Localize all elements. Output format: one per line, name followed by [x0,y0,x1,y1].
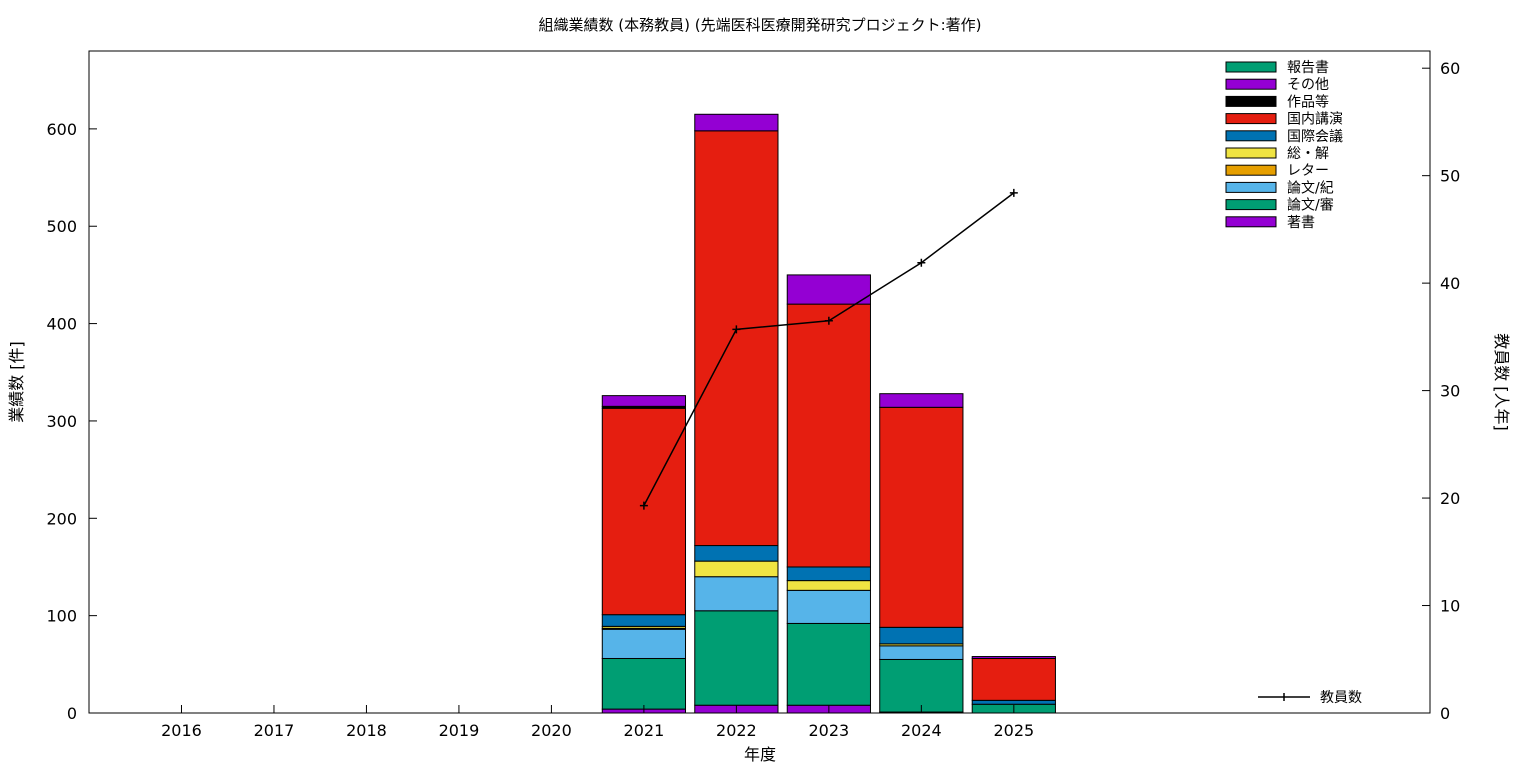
x-tick-label: 2023 [809,721,850,740]
bar-segment [694,130,779,547]
x-tick-label: 2019 [439,721,480,740]
bar-segment [879,393,964,408]
legend-label: 国際会議 [1287,128,1343,145]
y-tick-label: 200 [46,509,77,528]
line-point-marker [917,258,926,267]
legend-swatch [1225,199,1277,211]
legend-swatch [1225,164,1277,176]
line-point-marker [824,316,833,325]
bar-segment [971,699,1056,705]
x-tick-label: 2017 [254,721,295,740]
bar-segment [601,407,687,616]
bar-segment [879,645,964,660]
legend-label: 国内講演 [1287,112,1343,128]
legend-label: 報告書 [1287,60,1329,76]
legend-label: 著書 [1287,215,1315,231]
legend-line-label: 教員数 [1320,690,1362,706]
x-tick-label: 2024 [901,721,942,740]
x-tick-label: 2022 [716,721,757,740]
legend-label: 総・解 [1287,146,1329,162]
y-tick-label: 400 [46,315,77,334]
legend-swatch [1225,216,1277,228]
y2-tick-label: 0 [1440,704,1450,723]
y-tick-label: 100 [46,607,77,626]
bar-segment [879,626,964,645]
bar-segment [601,395,687,407]
bar-segment [694,545,779,562]
bar-segment [786,580,871,591]
line-point-marker [732,325,741,334]
legend-label: 論文/審 [1287,198,1334,214]
legend-swatch [1225,61,1277,73]
bar-segment [786,303,871,568]
legend-swatch [1225,181,1277,193]
bar-segment [601,657,687,710]
line-layer [639,188,1018,510]
x-tick-label: 2025 [993,721,1034,740]
y2-tick-label: 20 [1440,489,1460,508]
x-tick-label: 2021 [624,721,665,740]
bar-segment [879,406,964,628]
y2-axis-label: 教員数 [人年] [1492,333,1511,431]
y2-tick-label: 50 [1440,167,1460,186]
bar-segment [694,560,779,578]
legend-swatch [1225,147,1277,159]
bar-segment [601,628,687,659]
y2-tick-label: 60 [1440,59,1460,78]
chart-title: 組織業績数 (本務教員) (先端医科医療開発研究プロジェクト:著作) [538,16,981,34]
x-axis-label: 年度 [744,745,776,764]
line-point-marker [639,501,648,510]
bar-segment [786,622,871,706]
bar-segment [786,274,871,305]
y-tick-label: 0 [67,704,77,723]
y-tick-label: 600 [46,120,77,139]
legend-label: 作品等 [1287,93,1329,110]
legend-label: その他 [1287,77,1329,93]
y2-tick-label: 10 [1440,597,1460,616]
x-tick-label: 2016 [161,721,202,740]
x-tick-label: 2020 [531,721,572,740]
legend-label: レター [1287,163,1329,179]
legend-swatch [1225,113,1277,125]
x-tick-label: 2018 [346,721,387,740]
legend-label: 論文/紀 [1287,180,1334,196]
y2-tick-label: 30 [1440,382,1460,401]
bar-segment [694,576,779,612]
line-point-marker [1009,188,1018,197]
axes-layer: 0 100 200 300 400 500 600 0 10 20 30 40 50 60 2016 2017… [46,50,1460,740]
legend-swatch [1225,95,1277,107]
y2-tick-label: 40 [1440,274,1460,293]
bar-segment [786,566,871,582]
y-axis-label: 業績数 [件] [7,341,26,423]
bar-segment [971,656,1056,659]
bar-segment [601,614,687,627]
bar-segment [694,610,779,706]
bar-segment [786,589,871,624]
bar-segment [879,658,964,713]
legend-swatch [1225,78,1277,90]
bar-segment [971,657,1056,701]
legend-swatch [1225,130,1277,142]
bars-layer [601,113,1056,714]
y-tick-label: 500 [46,217,77,236]
plot-frame [88,50,1431,714]
bar-segment [694,113,779,132]
y-tick-label: 300 [46,412,77,431]
